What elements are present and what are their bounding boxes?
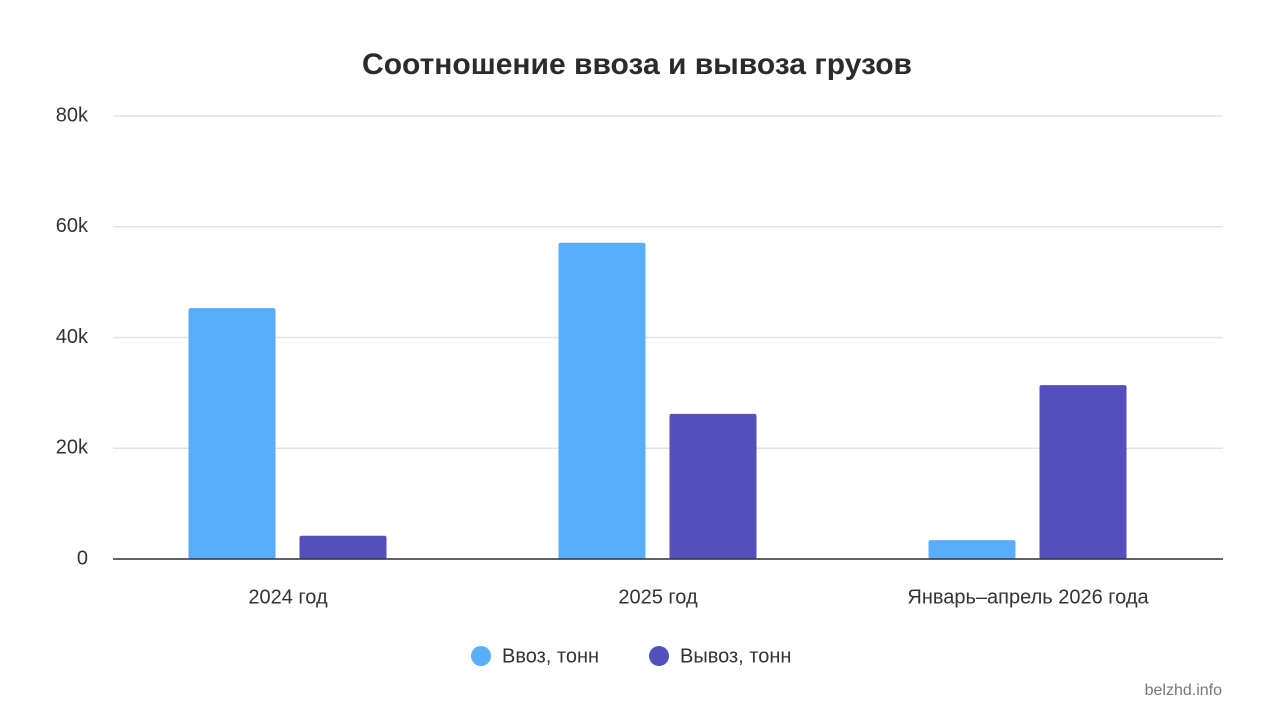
bar [1039,385,1127,559]
watermark: belzhd.info [1145,682,1222,699]
bar [299,535,387,559]
legend-marker [649,646,669,666]
x-tick-label: 2025 год [618,586,698,608]
legend-marker [471,646,491,666]
y-tick-label: 0 [77,547,88,569]
y-tick-label: 60k [56,215,89,237]
legend-label: Ввоз, тонн [502,645,599,667]
y-tick-label: 20k [56,437,89,459]
y-tick-label: 80k [56,104,89,126]
bar [188,308,276,559]
y-tick-label: 40k [56,326,89,348]
x-tick-label: 2024 год [248,586,328,608]
x-tick-label: Январь–апрель 2026 года [907,586,1149,608]
legend-label: Вывоз, тонн [680,645,791,667]
bar [558,242,646,559]
chart-title: Соотношение ввоза и вывоза грузов [362,48,912,81]
bar [669,413,757,559]
bar [928,540,1016,559]
